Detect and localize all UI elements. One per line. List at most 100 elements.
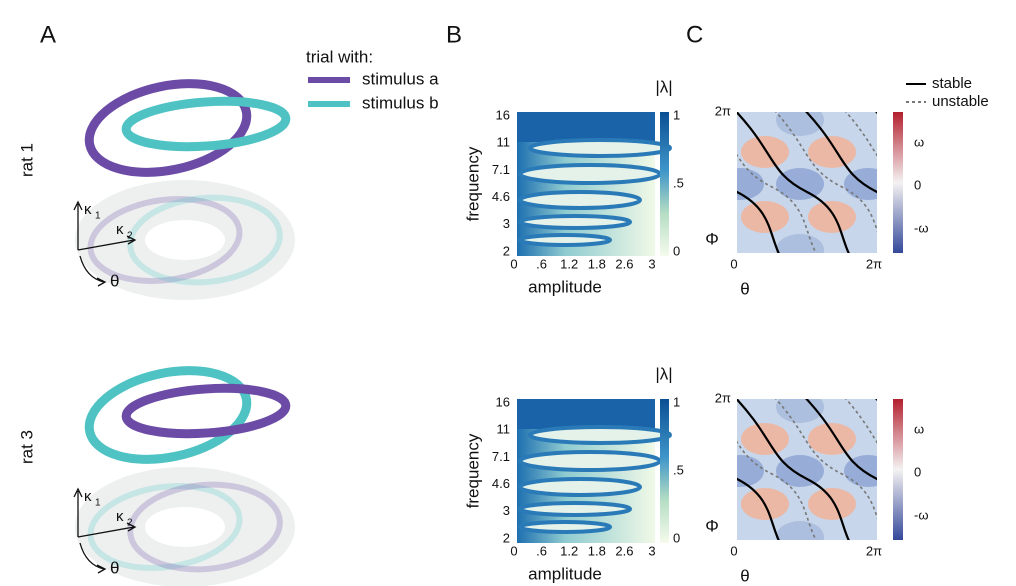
phase-blob xyxy=(808,488,856,520)
heatmap-lobe xyxy=(518,190,642,210)
phase-blob xyxy=(741,136,789,168)
axis-symbol: κ xyxy=(116,221,124,238)
x-tick-label: 3 xyxy=(648,256,655,271)
axis-arrow xyxy=(73,200,83,250)
colorbar-label: ω xyxy=(914,421,924,436)
phase-blob xyxy=(808,136,856,168)
stable-curve xyxy=(874,399,877,402)
stable-curve xyxy=(737,190,780,253)
stable-curve xyxy=(737,477,780,540)
colorbar-label: -ω xyxy=(914,507,928,522)
x-tick-label: 1.2 xyxy=(560,256,578,271)
colorbar-label: 0 xyxy=(673,530,680,545)
heatmap-band xyxy=(517,112,655,142)
shadow-hole xyxy=(145,220,225,260)
colorbar-label: 0 xyxy=(914,177,921,192)
y-axis-label: Φ xyxy=(705,229,719,248)
axis-arrow xyxy=(79,255,107,287)
unstable-curve xyxy=(737,440,818,540)
x-tick-label: 2π xyxy=(866,543,882,558)
y-tick-label: 2π xyxy=(715,103,731,118)
legend-label: stimulus a xyxy=(362,69,439,88)
phase-blob xyxy=(844,168,877,200)
x-axis-label: θ xyxy=(740,566,749,585)
unstable-curve xyxy=(737,153,818,253)
colorbar xyxy=(893,399,903,540)
heatmap-lobe xyxy=(518,233,612,247)
phase-blob xyxy=(808,423,856,455)
colorbar xyxy=(893,112,903,253)
phase-blob xyxy=(776,234,824,253)
y-tick-label: 16 xyxy=(496,394,510,409)
phase-blob xyxy=(844,455,877,487)
y-tick-label: 2 xyxy=(503,530,510,545)
x-tick-label: 1.8 xyxy=(588,256,606,271)
y-tick-label: 2 xyxy=(503,243,510,258)
x-axis-label: θ xyxy=(740,279,749,298)
shadow-trace xyxy=(127,481,283,573)
x-tick-label: 0 xyxy=(730,543,737,558)
stable-curve xyxy=(737,399,850,540)
trajectory xyxy=(121,383,291,439)
y-tick-label: 16 xyxy=(496,107,510,122)
x-tick-label: 1.8 xyxy=(588,543,606,558)
x-tick-label: 2.6 xyxy=(615,256,633,271)
x-tick-label: 0 xyxy=(730,256,737,271)
legend-label: unstable xyxy=(932,93,989,110)
x-tick-label: 3 xyxy=(648,543,655,558)
axis-subscript: 2 xyxy=(127,518,133,529)
legend-label: stable xyxy=(932,75,972,92)
y-axis-label: frequency xyxy=(463,146,482,221)
row-label: rat 1 xyxy=(17,143,36,177)
y-tick-label: 4.6 xyxy=(492,189,510,204)
phase-field xyxy=(737,112,877,253)
colorbar-label: .5 xyxy=(673,175,684,190)
x-tick-label: .6 xyxy=(536,543,547,558)
phase-blob xyxy=(776,521,824,540)
heatmap-band xyxy=(517,399,655,429)
unstable-curve xyxy=(774,112,877,233)
heatmap-lobe xyxy=(518,520,612,534)
axis-subscript: 1 xyxy=(95,498,101,509)
panel-label: A xyxy=(40,21,56,48)
stable-curve xyxy=(874,112,877,115)
axis-subscript: 2 xyxy=(127,231,133,242)
phase-blob xyxy=(776,168,824,200)
heatmap-lobe xyxy=(518,214,632,230)
heatmap-lobe xyxy=(518,450,662,472)
colorbar-label: .5 xyxy=(673,462,684,477)
x-axis-label: amplitude xyxy=(528,277,602,296)
shadow-trace xyxy=(87,483,243,571)
axis-symbol: θ xyxy=(110,558,119,577)
legend-label: stimulus b xyxy=(362,93,439,112)
x-tick-label: 2.6 xyxy=(615,543,633,558)
x-tick-label: 2π xyxy=(866,256,882,271)
phase-blob xyxy=(737,455,764,487)
shadow-trace xyxy=(87,196,243,284)
axis-symbol: θ xyxy=(110,271,119,290)
y-tick-label: 3 xyxy=(503,503,510,518)
heatmap-lobe xyxy=(528,138,672,158)
colorbar-label: 1 xyxy=(673,394,680,409)
stable-curve xyxy=(804,399,877,481)
panel-label: C xyxy=(686,21,703,48)
shadow-trace xyxy=(127,194,283,286)
y-tick-label: 11 xyxy=(497,422,511,437)
colorbar-label: ω xyxy=(914,134,924,149)
y-tick-label: 2π xyxy=(715,390,731,405)
colorbar xyxy=(660,399,669,543)
axis-symbol: κ xyxy=(116,508,124,525)
heatmap-lobe xyxy=(518,501,632,517)
colorbar xyxy=(660,112,669,256)
axis-arrow xyxy=(77,522,137,538)
phase-blob xyxy=(741,423,789,455)
colorbar-label: 0 xyxy=(914,464,921,479)
colorbar-label: 0 xyxy=(673,243,680,258)
stable-curve xyxy=(737,112,850,253)
row-label: rat 3 xyxy=(17,430,36,464)
phase-blob xyxy=(776,455,824,487)
y-tick-label: 7.1 xyxy=(492,162,510,177)
